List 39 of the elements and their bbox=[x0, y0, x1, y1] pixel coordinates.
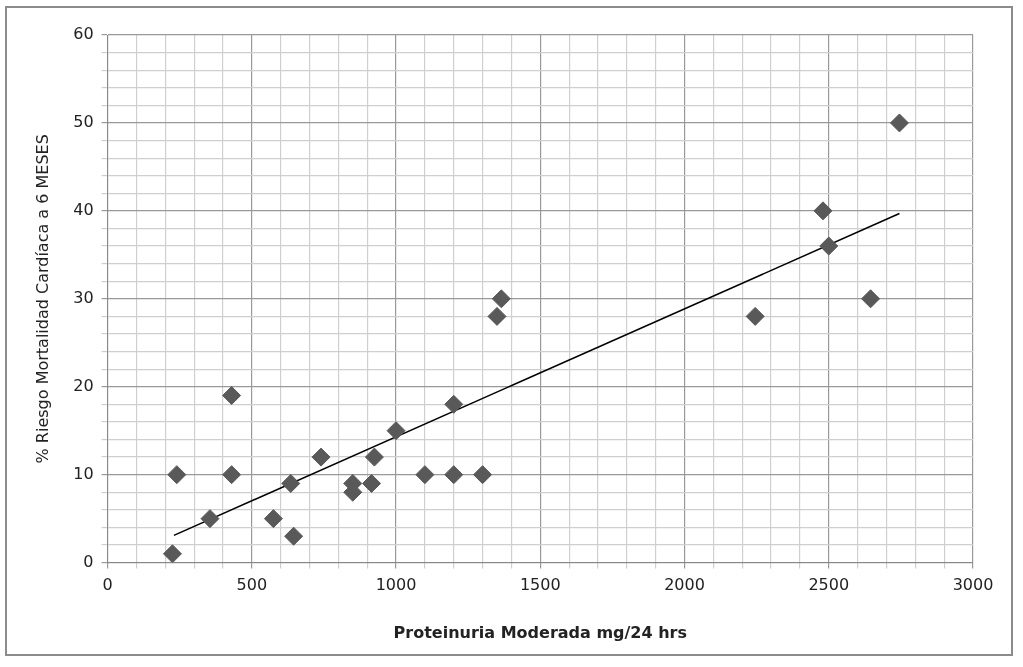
y-tick-label: 10 bbox=[73, 463, 94, 483]
y-tick-label: 0 bbox=[83, 551, 94, 571]
x-tick-label: 2500 bbox=[808, 575, 850, 595]
x-axis-title: Proteinuria Moderada mg/24 hrs bbox=[393, 622, 688, 642]
y-tick-label: 30 bbox=[73, 287, 94, 307]
point bbox=[819, 236, 839, 256]
x-tick-label: 3000 bbox=[952, 575, 994, 595]
y-axis-title: % Riesgo Mortalidad Cardíaca a 6 MESES bbox=[32, 134, 52, 464]
point bbox=[364, 447, 384, 467]
point bbox=[487, 306, 507, 326]
point bbox=[263, 509, 283, 529]
y-tick-label: 20 bbox=[73, 375, 94, 395]
point bbox=[284, 526, 304, 546]
point bbox=[167, 465, 187, 485]
point bbox=[386, 421, 406, 441]
point bbox=[861, 289, 881, 309]
x-tick-label: 1000 bbox=[375, 575, 417, 595]
point bbox=[813, 201, 833, 221]
y-tick-label: 60 bbox=[73, 24, 94, 44]
x-tick-label: 0 bbox=[102, 575, 113, 595]
point bbox=[222, 386, 242, 406]
y-tick-label: 50 bbox=[73, 112, 94, 132]
x-tick-label: 1500 bbox=[519, 575, 561, 595]
point bbox=[362, 473, 382, 493]
point bbox=[473, 465, 493, 485]
point bbox=[889, 113, 909, 133]
point bbox=[491, 289, 511, 309]
point bbox=[222, 465, 242, 485]
x-tick-label: 2000 bbox=[664, 575, 705, 595]
point bbox=[444, 465, 464, 485]
point bbox=[415, 465, 435, 485]
point bbox=[162, 544, 182, 563]
y-tick-label: 40 bbox=[73, 200, 94, 220]
x-tick-label: 500 bbox=[236, 575, 268, 595]
point bbox=[281, 473, 301, 493]
point bbox=[200, 509, 220, 529]
point bbox=[444, 394, 464, 414]
point bbox=[311, 447, 331, 467]
point bbox=[745, 306, 765, 326]
